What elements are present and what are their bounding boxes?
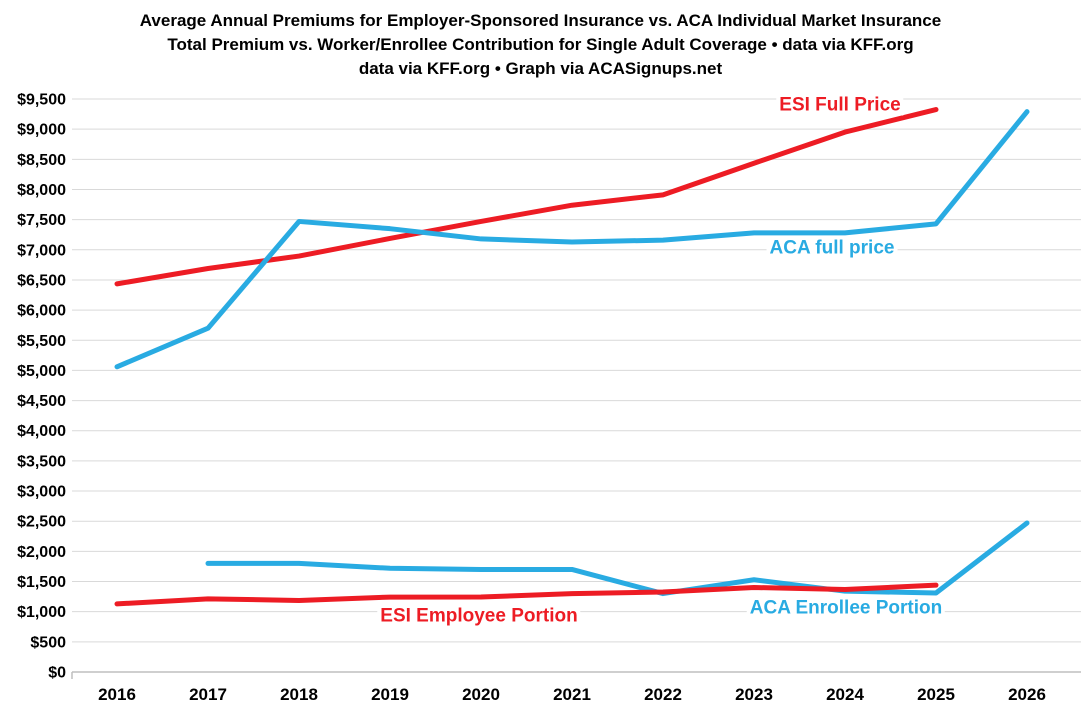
y-axis-tick-label: $1,500 [17, 574, 66, 591]
esi-employee-portion-label: ESI Employee Portion [377, 605, 581, 627]
esi-full-price-line [114, 107, 939, 287]
aca-full-price-label: ACA full price [766, 237, 898, 259]
esi-employee-portion-line [114, 582, 939, 607]
x-axis-tick-label: 2019 [371, 685, 409, 704]
y-axis-tick-label: $5,000 [17, 363, 66, 380]
y-axis-tick-label: $4,500 [17, 393, 66, 410]
y-axis-tick-label: $2,000 [17, 544, 66, 561]
aca-enrollee-portion-label: ACA Enrollee Portion [746, 597, 946, 619]
y-axis-tick-label: $6,000 [17, 303, 66, 320]
x-axis-tick-label: 2017 [189, 685, 227, 704]
x-axis-tick-label: 2021 [553, 685, 591, 704]
x-axis-tick-label: 2026 [1008, 685, 1046, 704]
chart-title-line-2: Total Premium vs. Worker/Enrollee Contri… [167, 35, 914, 54]
y-axis-tick-label: $9,500 [17, 92, 66, 109]
x-axis-tick-label: 2024 [826, 685, 864, 704]
x-axis-tick-label: 2018 [280, 685, 318, 704]
y-axis-tick-label: $6,500 [17, 272, 66, 289]
y-axis-tick-label: $0 [48, 665, 66, 682]
y-axis-tick-label: $2,500 [17, 514, 66, 531]
y-axis-tick-label: $8,500 [17, 152, 66, 169]
y-axis-tick-label: $500 [30, 634, 66, 651]
x-axis-tick-label: 2023 [735, 685, 773, 704]
esi-full-price-label: ESI Full Price [776, 94, 904, 116]
aca-enrollee-portion-line [205, 520, 1030, 597]
y-axis-tick-label: $7,000 [17, 242, 66, 259]
chart-title-line-3: data via KFF.org • Graph via ACASignups.… [358, 59, 723, 78]
chart-title-line-1: Average Annual Premiums for Employer-Spo… [139, 11, 942, 30]
y-axis-tick-label: $8,000 [17, 182, 66, 199]
x-axis-tick-label: 2025 [917, 685, 955, 704]
y-axis-tick-label: $5,500 [17, 333, 66, 350]
y-axis-tick-label: $4,000 [17, 423, 66, 440]
y-axis-tick-label: $7,500 [17, 212, 66, 229]
y-axis-tick-label: $1,000 [17, 604, 66, 621]
x-axis-tick-label: 2022 [644, 685, 682, 704]
y-axis-tick-label: $3,500 [17, 453, 66, 470]
aca-full-price-line [114, 109, 1030, 370]
chart-title: Average Annual Premiums for Employer-Spo… [0, 9, 1081, 81]
y-axis-tick-label: $3,000 [17, 484, 66, 501]
x-axis-tick-label: 2016 [98, 685, 136, 704]
x-axis-tick-label: 2020 [462, 685, 500, 704]
y-axis-tick-label: $9,000 [17, 122, 66, 139]
